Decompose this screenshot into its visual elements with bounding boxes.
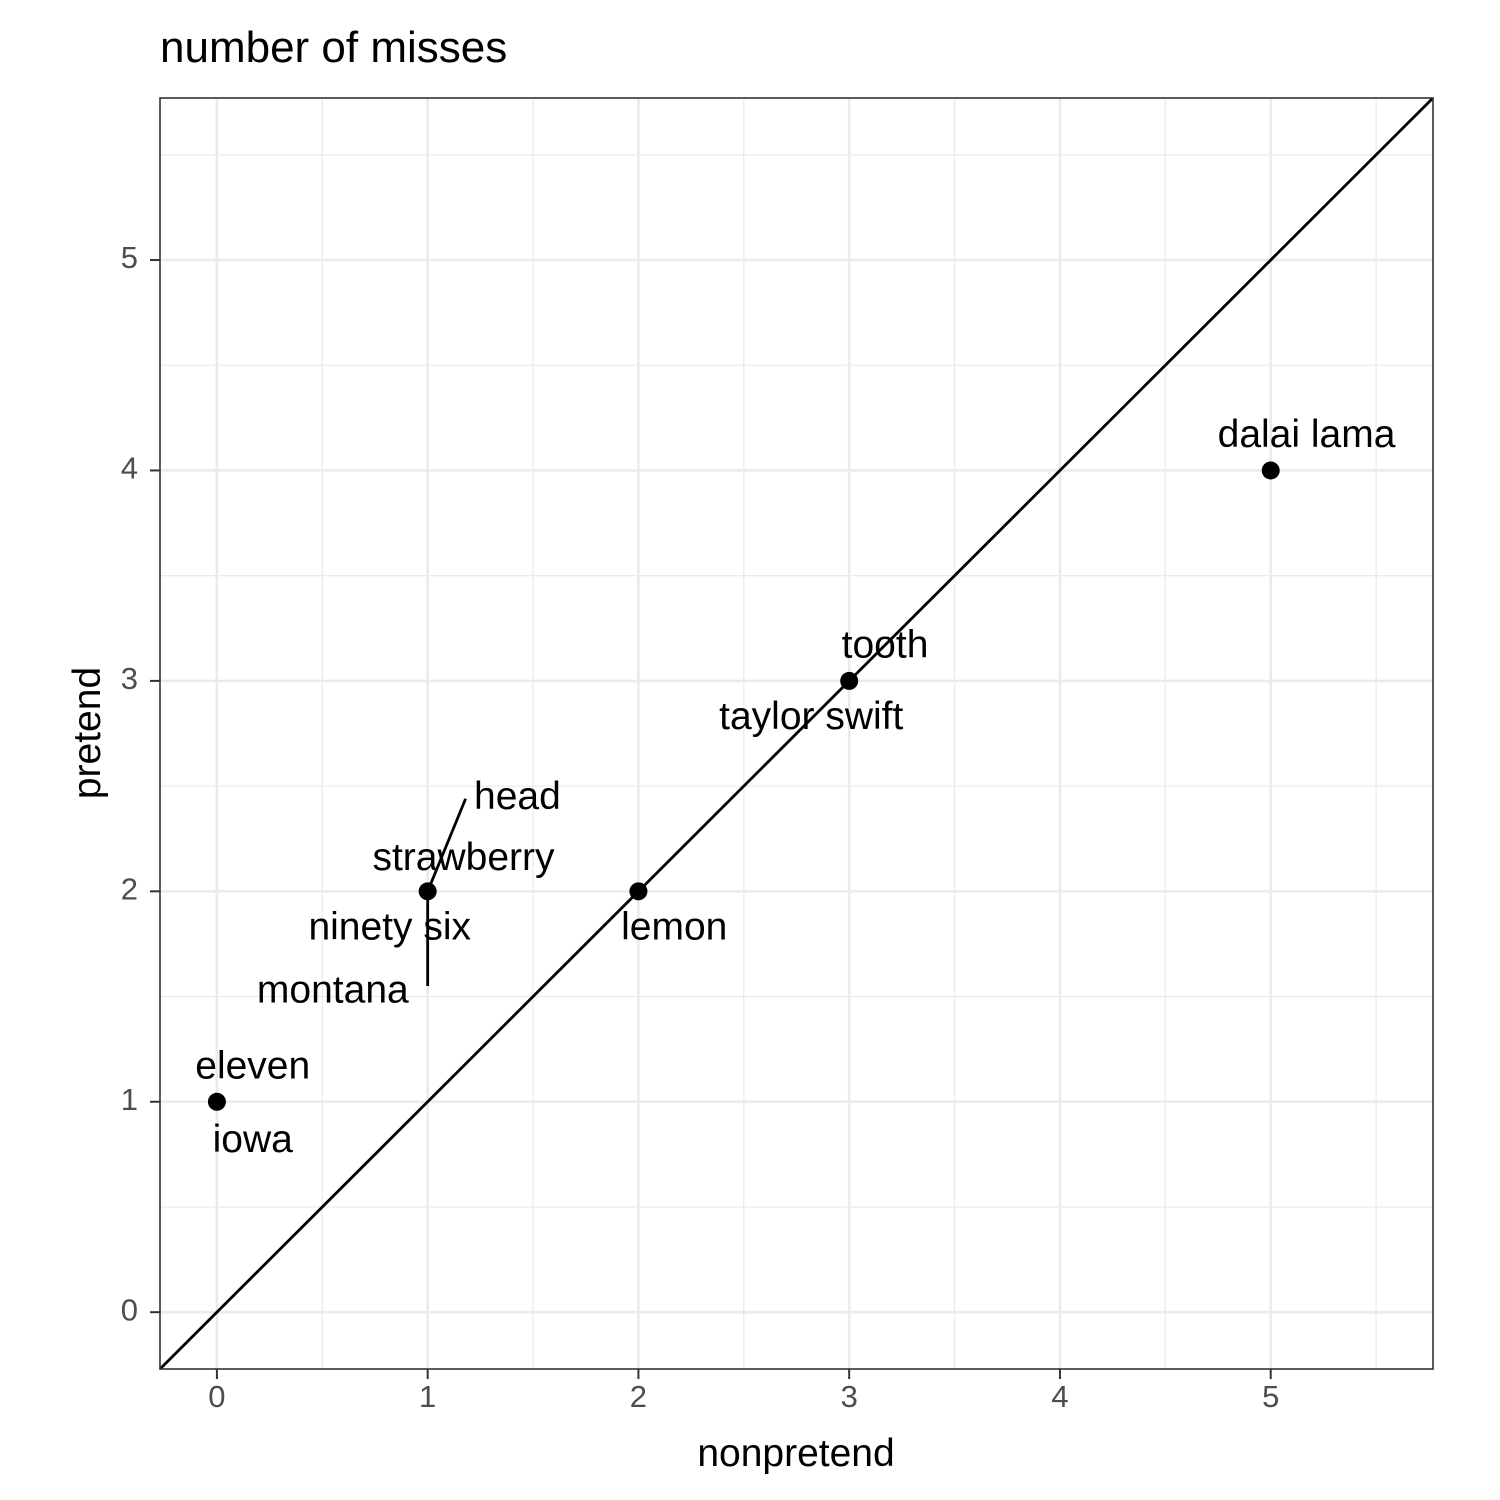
x-tick-label: 0 xyxy=(208,1379,225,1414)
data-point xyxy=(418,882,437,901)
y-tick-label: 1 xyxy=(121,1082,138,1117)
data-points xyxy=(207,461,1280,1111)
y-tick-label: 5 xyxy=(121,240,138,275)
grid xyxy=(160,98,1433,1369)
leader-line-head xyxy=(426,798,467,892)
data-point xyxy=(207,1092,226,1111)
point-label-taylor-swift: taylor swift xyxy=(719,695,903,738)
y-tick-label: 4 xyxy=(121,451,138,486)
point-label-montana: montana xyxy=(257,969,409,1012)
point-label-head: head xyxy=(474,775,561,818)
x-tick-label: 5 xyxy=(1262,1379,1279,1414)
y-tick-label: 0 xyxy=(121,1292,138,1327)
leader-lines xyxy=(426,798,467,987)
data-point xyxy=(1261,461,1280,480)
point-label-lemon: lemon xyxy=(621,905,727,948)
point-label-dalai-lama: dalai lama xyxy=(1218,413,1396,456)
x-tick-label: 4 xyxy=(1051,1379,1068,1414)
point-label-strawberry: strawberry xyxy=(372,836,555,879)
y-tick-label: 3 xyxy=(121,661,138,696)
identity-line xyxy=(159,97,1434,1370)
plot-border xyxy=(159,97,1434,1370)
x-tick-label: 2 xyxy=(630,1379,647,1414)
point-label-ninety-six: ninety six xyxy=(308,905,471,948)
x-tick-label: 1 xyxy=(419,1379,436,1414)
point-label-tooth: tooth xyxy=(842,624,929,667)
point-label-iowa: iowa xyxy=(213,1118,294,1161)
y-axis-title: pretend xyxy=(66,667,109,799)
point-label-eleven: eleven xyxy=(195,1044,310,1087)
x-tick-label: 3 xyxy=(841,1379,858,1414)
data-point xyxy=(840,671,859,690)
point-labels: eleven iowa head strawberry ninety six montan… xyxy=(195,413,1395,1161)
data-point xyxy=(629,882,648,901)
x-axis-title: nonpretend xyxy=(697,1432,894,1475)
reference-line-layer xyxy=(159,97,1434,1370)
axes: 0 1 2 3 4 5 0 1 2 3 4 5 xyxy=(121,240,1280,1414)
y-tick-label: 2 xyxy=(121,872,138,907)
chart-title: number of misses xyxy=(160,23,507,72)
